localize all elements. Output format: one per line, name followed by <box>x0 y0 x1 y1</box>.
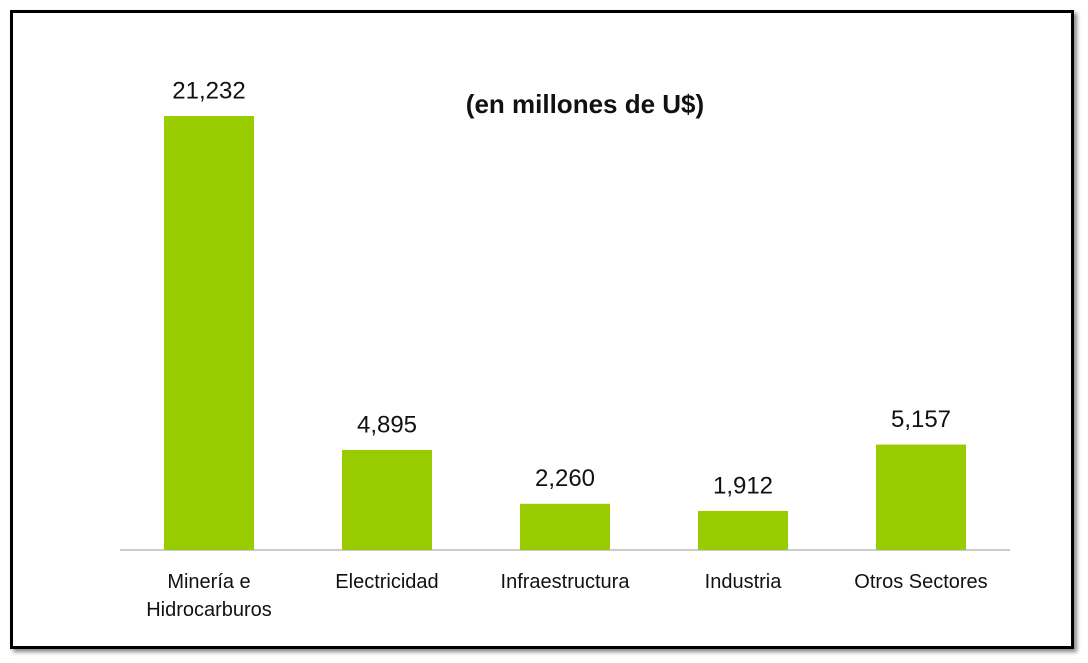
chart-title: (en millones de U$) <box>466 89 704 119</box>
value-label: 5,157 <box>891 406 951 433</box>
x-tick-label: Minería e Hidrocarburos <box>146 571 272 621</box>
x-tick-label: Industria <box>704 571 782 593</box>
bar <box>164 116 254 550</box>
bar <box>698 510 788 550</box>
bar <box>876 444 966 550</box>
x-tick-label: Otros Sectores <box>854 571 988 593</box>
value-label: 4,895 <box>357 411 417 438</box>
bar <box>342 449 432 550</box>
x-tick-label: Infraestructura <box>500 571 630 593</box>
value-label: 21,232 <box>172 77 245 104</box>
chart-frame <box>10 10 1074 649</box>
x-tick-label: Electricidad <box>335 571 439 593</box>
bar <box>520 503 610 550</box>
value-label: 2,260 <box>535 465 595 492</box>
value-label: 1,912 <box>713 472 773 499</box>
